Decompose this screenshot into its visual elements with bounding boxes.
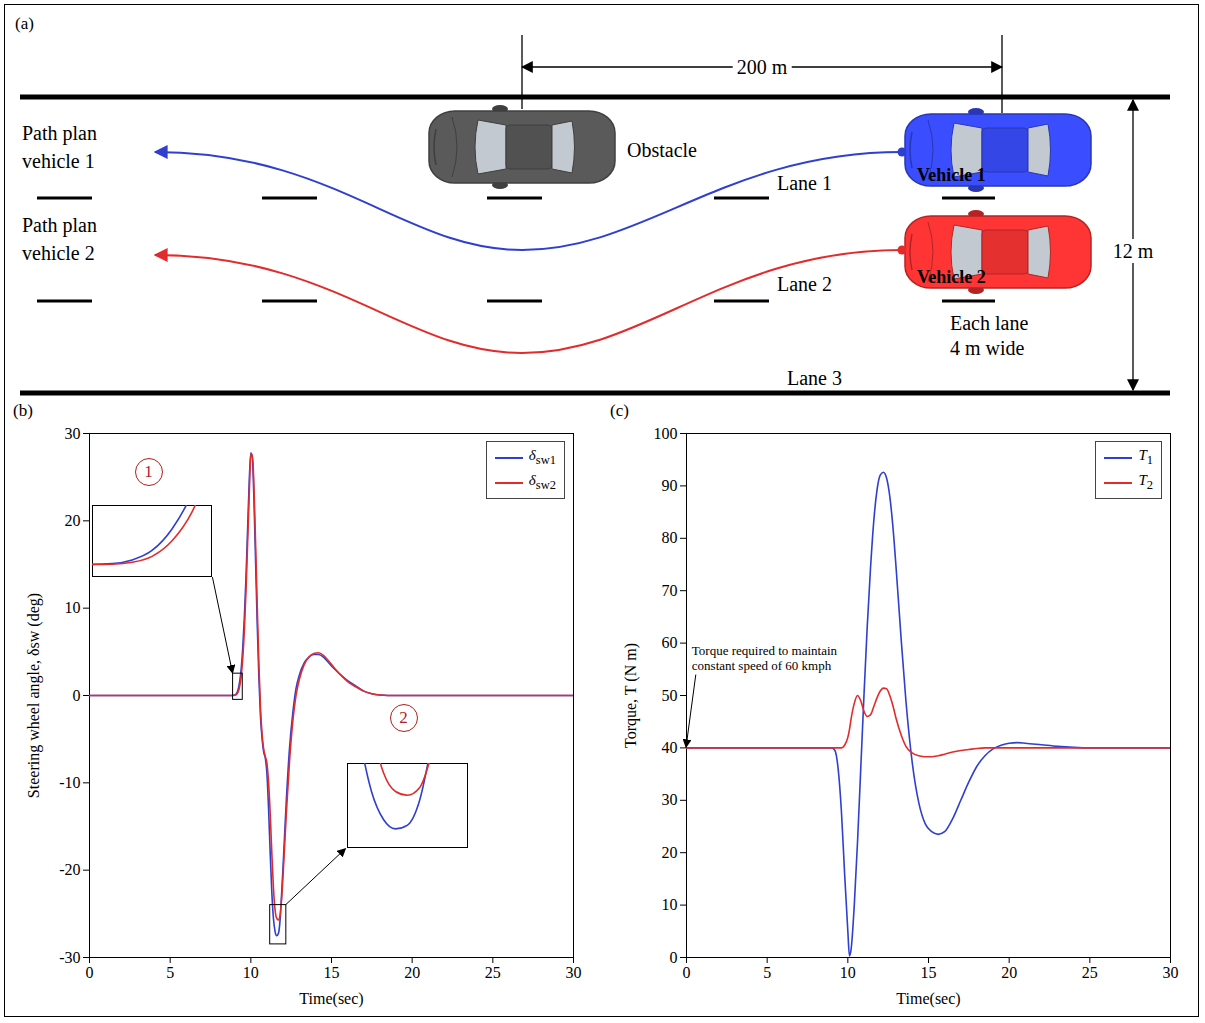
svg-text:Vehicle 1: Vehicle 1 [917,165,986,185]
svg-text:5: 5 [763,964,771,981]
svg-text:-30: -30 [59,949,80,966]
svg-text:30: 30 [65,425,81,442]
svg-text:10: 10 [243,964,259,981]
svg-text:0: 0 [683,964,691,981]
svg-text:50: 50 [662,687,678,704]
svg-text:Each lane: Each lane [950,312,1028,334]
svg-text:0: 0 [73,687,81,704]
svg-text:Path plan: Path plan [22,122,97,145]
svg-text:90: 90 [662,477,678,494]
svg-text:Vehicle 2: Vehicle 2 [917,267,986,287]
svg-text:12 m: 12 m [1113,240,1154,262]
svg-text:4 m wide: 4 m wide [950,337,1025,359]
svg-text:20: 20 [404,964,420,981]
svg-text:5: 5 [166,964,174,981]
svg-text:40: 40 [662,739,678,756]
svg-text:30: 30 [1163,964,1179,981]
html-text:T1: T1 [1138,447,1153,467]
html-text:2: 2 [399,707,408,727]
html-text:T2: T2 [1138,472,1153,492]
svg-text:25: 25 [485,964,501,981]
svg-text:15: 15 [324,964,340,981]
svg-text:20: 20 [662,844,678,861]
svg-text:80: 80 [662,529,678,546]
svg-text:30: 30 [662,791,678,808]
svg-text:0: 0 [670,949,678,966]
svg-text:Lane 3: Lane 3 [787,367,842,389]
html-text:1: 1 [144,462,153,482]
html-text:Torque required to maintain co: Torque required to maintain constant spe… [691,642,838,673]
svg-text:20: 20 [1001,964,1017,981]
svg-text:-20: -20 [59,861,80,878]
svg-text:vehicle 2: vehicle 2 [22,242,95,264]
svg-text:Path plan: Path plan [22,214,97,237]
html-text:δsw2: δsw2 [528,472,556,492]
svg-text:30: 30 [566,964,582,981]
svg-text:100: 100 [654,425,678,442]
svg-text:25: 25 [1082,964,1098,981]
svg-text:10: 10 [65,599,81,616]
svg-text:Lane 1: Lane 1 [777,172,832,194]
svg-text:(a): (a) [15,14,34,33]
svg-text:Lane 2: Lane 2 [777,273,832,295]
svg-text:Obstacle: Obstacle [627,139,697,161]
svg-text:Time(sec): Time(sec) [299,990,363,1008]
svg-text:0: 0 [86,964,94,981]
svg-text:10: 10 [662,896,678,913]
svg-text:Time(sec): Time(sec) [896,990,960,1008]
svg-text:200 m: 200 m [737,56,788,78]
svg-text:Steering wheel angle, δsw (deg: Steering wheel angle, δsw (deg) [25,593,43,798]
svg-text:60: 60 [662,634,678,651]
html-text:(c): (c) [610,401,629,420]
svg-text:70: 70 [662,582,678,599]
svg-text:20: 20 [65,512,81,529]
svg-text:-10: -10 [59,774,80,791]
svg-text:15: 15 [921,964,937,981]
svg-text:vehicle 1: vehicle 1 [22,150,95,172]
html-text:(b): (b) [13,401,33,420]
svg-text:Torque, T (N m): Torque, T (N m) [622,643,640,748]
html-text:δsw1: δsw1 [528,447,556,467]
svg-text:10: 10 [840,964,856,981]
